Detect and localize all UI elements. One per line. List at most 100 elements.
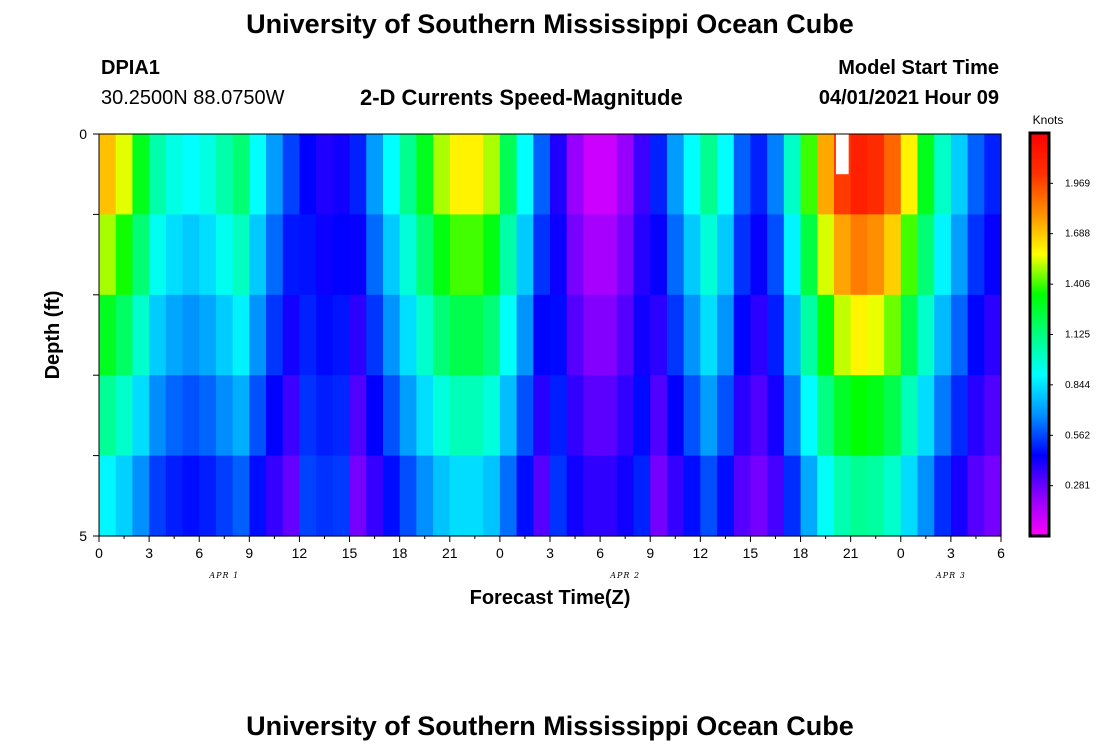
heatmap-cell bbox=[132, 294, 150, 376]
heatmap-cell bbox=[533, 134, 551, 215]
heatmap-cell bbox=[900, 134, 919, 215]
heatmap-cell bbox=[666, 375, 685, 457]
heatmap-cell bbox=[783, 214, 802, 296]
heatmap-cell bbox=[483, 214, 501, 296]
heatmap-cell bbox=[967, 375, 985, 457]
x-tick-label: 6 bbox=[997, 545, 1005, 561]
x-axis-title: Forecast Time(Z) bbox=[470, 587, 631, 609]
heatmap-cell bbox=[884, 214, 902, 296]
heatmap-cell bbox=[433, 455, 451, 537]
heatmap-cell bbox=[332, 294, 351, 376]
heatmap-cell bbox=[516, 375, 534, 457]
heatmap-cell bbox=[466, 134, 484, 215]
heatmap-cell bbox=[683, 214, 701, 296]
page-title: University of Southern Mississippi Ocean… bbox=[246, 9, 854, 39]
heatmap-cell bbox=[182, 134, 200, 215]
x-tick-label: 9 bbox=[646, 545, 654, 561]
heatmap-cell bbox=[633, 214, 651, 296]
heatmap-cell bbox=[115, 455, 133, 537]
y-axis-title: Depth (ft) bbox=[42, 291, 64, 380]
heatmap-cell bbox=[767, 294, 785, 376]
heatmap-cell bbox=[884, 294, 902, 376]
heatmap-cell bbox=[600, 294, 618, 376]
heatmap-cell bbox=[232, 134, 250, 215]
x-tick-label: 12 bbox=[693, 545, 709, 561]
heatmap-cell bbox=[583, 455, 601, 537]
heatmap-cell bbox=[299, 214, 317, 296]
heatmap-cell bbox=[199, 294, 217, 376]
heatmap-cell bbox=[249, 134, 267, 215]
colorbar: Knots 1.969 1.688 1.406 1.125 0.844 0.562 0.281 bbox=[1028, 113, 1090, 538]
heatmap-cell bbox=[783, 294, 802, 376]
heatmap-cell bbox=[633, 294, 651, 376]
heatmap-cell bbox=[566, 455, 584, 537]
heatmap-cell bbox=[366, 134, 384, 215]
heatmap-cell bbox=[499, 214, 518, 296]
x-tick-label: 0 bbox=[897, 545, 905, 561]
heatmap-cell bbox=[934, 375, 952, 457]
heatmap-cell bbox=[516, 294, 534, 376]
heatmap-cell bbox=[149, 455, 167, 537]
colorbar-scale bbox=[1028, 131, 1051, 538]
heatmap-cell bbox=[817, 214, 835, 296]
heatmap-cell bbox=[516, 134, 534, 215]
heatmap-cell bbox=[917, 455, 935, 537]
heatmap-cell bbox=[115, 375, 133, 457]
heatmap-cell bbox=[483, 375, 501, 457]
heatmap-cell bbox=[984, 294, 1002, 376]
heatmap-cell bbox=[717, 134, 735, 215]
heatmap-cell bbox=[182, 375, 200, 457]
heatmap-cell bbox=[266, 294, 284, 376]
heatmap-cell bbox=[917, 134, 935, 215]
heatmap-cell bbox=[750, 455, 768, 537]
heatmap-cell bbox=[700, 134, 718, 215]
heatmap-cell bbox=[99, 214, 117, 296]
heatmap-cell bbox=[717, 375, 735, 457]
heatmap-cell bbox=[316, 375, 334, 457]
heatmap-cell bbox=[99, 294, 117, 376]
colorbar-tick-label: 1.406 bbox=[1065, 279, 1090, 290]
heatmap-cell bbox=[499, 375, 518, 457]
heatmap-cell bbox=[733, 134, 752, 215]
heatmap-cell bbox=[266, 455, 284, 537]
heatmap-cell bbox=[182, 294, 200, 376]
heatmap-cell bbox=[466, 214, 484, 296]
heatmap-cell bbox=[700, 294, 718, 376]
heatmap-cell bbox=[633, 455, 651, 537]
heatmap-cell bbox=[666, 214, 685, 296]
heatmap-cell bbox=[349, 214, 367, 296]
heatmap-cell bbox=[733, 455, 752, 537]
heatmap-cell bbox=[750, 294, 768, 376]
heatmap-cell bbox=[750, 214, 768, 296]
heatmap-cell bbox=[182, 455, 200, 537]
heatmap-cell bbox=[449, 214, 468, 296]
heatmap-cell bbox=[416, 455, 434, 537]
heatmap-cell bbox=[950, 214, 969, 296]
heatmap-cell bbox=[700, 375, 718, 457]
date-label: APR 2 bbox=[609, 571, 640, 580]
heatmap-cell bbox=[399, 214, 417, 296]
heatmap-cell bbox=[884, 455, 902, 537]
x-tick-label: 15 bbox=[342, 545, 358, 561]
heatmap-cell bbox=[750, 375, 768, 457]
heatmap-cell bbox=[934, 455, 952, 537]
heatmap-cell bbox=[282, 375, 301, 457]
heatmap-cell bbox=[266, 214, 284, 296]
heatmap-cell bbox=[232, 294, 250, 376]
heatmap-cell bbox=[249, 455, 267, 537]
heatmap-cell bbox=[616, 455, 635, 537]
heatmap-cell bbox=[149, 375, 167, 457]
heatmap-cell bbox=[533, 455, 551, 537]
heatmap-cell bbox=[332, 214, 351, 296]
x-tick-label: 18 bbox=[392, 545, 408, 561]
heatmap-cell bbox=[182, 214, 200, 296]
heatmap-cell bbox=[566, 214, 584, 296]
heatmap-cell bbox=[382, 294, 401, 376]
heatmap-cell bbox=[566, 375, 584, 457]
heatmap-cell bbox=[600, 375, 618, 457]
heatmap-cell bbox=[867, 134, 885, 215]
heatmap-cell bbox=[149, 214, 167, 296]
heatmap-cell bbox=[433, 294, 451, 376]
x-tick-label: 3 bbox=[145, 545, 153, 561]
